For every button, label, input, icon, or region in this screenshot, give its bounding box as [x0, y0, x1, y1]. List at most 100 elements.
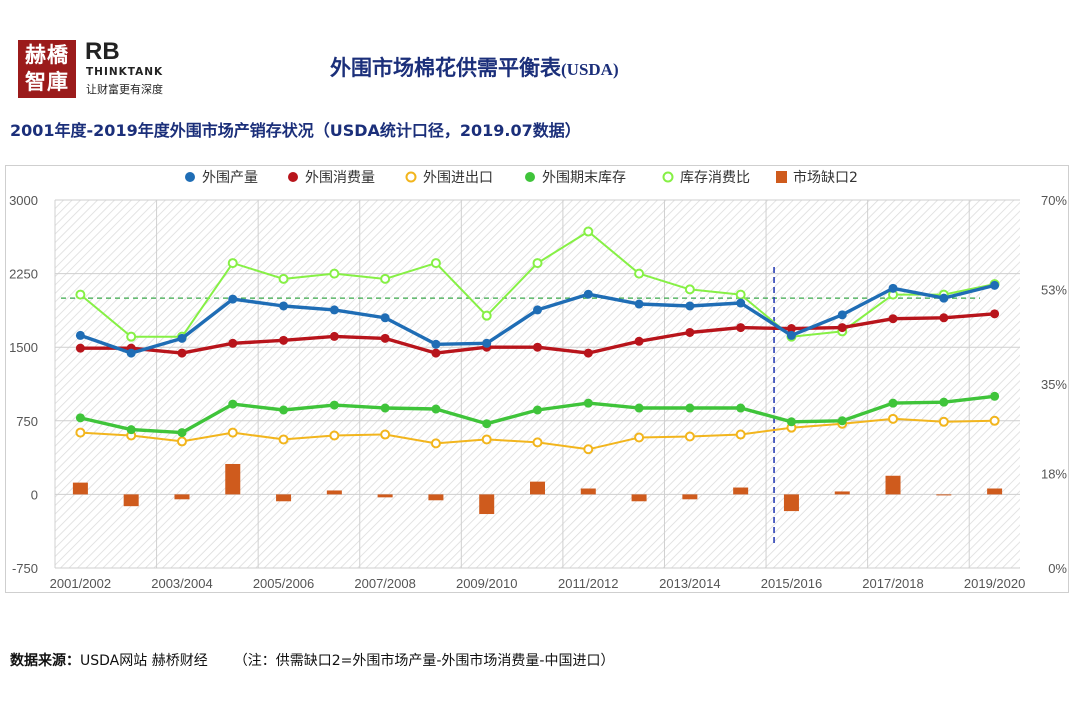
series-point: [837, 323, 847, 333]
y-left-tick-label: 1500: [9, 340, 38, 355]
y-left-tick-label: -750: [12, 561, 38, 576]
legend-label: 外围消费量: [305, 170, 375, 186]
series-point: [177, 348, 187, 358]
series-point: [736, 323, 746, 333]
series-point: [380, 403, 390, 413]
series-point: [583, 226, 594, 237]
bar-market-gap: [225, 463, 241, 495]
series-point: [583, 444, 594, 455]
x-tick-label: 2005/2006: [253, 576, 314, 591]
series-point: [75, 330, 85, 340]
y-right-tick-label: 18%: [1041, 466, 1067, 481]
series-point: [837, 310, 847, 320]
y-left-tick-label: 3000: [9, 193, 38, 208]
series-point: [634, 432, 645, 443]
title-main: 外围市场棉花供需平衡表: [330, 56, 561, 80]
series-point: [279, 405, 289, 415]
series-point: [583, 289, 593, 299]
bar-market-gap: [276, 494, 292, 502]
y-right-tick-label: 35%: [1041, 377, 1067, 392]
legend-swatch: [662, 171, 674, 183]
series-point: [989, 415, 1000, 426]
series-point: [278, 273, 289, 284]
y-left-tick-label: 750: [16, 414, 38, 429]
legend-swatch: [288, 172, 298, 182]
series-point: [177, 428, 187, 438]
logo-seal-bottom: 智庫: [25, 70, 69, 94]
logo-slogan: 让财富更有深度: [86, 83, 163, 96]
series-point: [634, 268, 645, 279]
footer-note: （注：供需缺口2=外围市场产量-外围市场消费量-中国进口）: [233, 653, 615, 669]
title-suffix: (USDA): [561, 60, 619, 79]
series-point: [482, 419, 492, 429]
series-point: [481, 434, 492, 445]
x-tick-label: 2013/2014: [659, 576, 720, 591]
series-point: [684, 284, 695, 295]
bar-market-gap: [428, 494, 444, 501]
series-point: [735, 289, 746, 300]
source-label: 数据来源：: [10, 653, 80, 669]
series-point: [634, 299, 644, 309]
series-point: [634, 403, 644, 413]
logo-seal-top: 赫橋: [25, 43, 69, 67]
bar-market-gap: [580, 488, 596, 495]
series-point: [685, 327, 695, 337]
series-point: [685, 403, 695, 413]
series-point: [227, 258, 238, 269]
x-tick-label: 2019/2020: [964, 576, 1025, 591]
bar-market-gap: [682, 494, 698, 500]
series-point: [482, 338, 492, 348]
bar-market-gap: [733, 487, 749, 495]
series-point: [431, 348, 441, 358]
y-right-tick-label: 70%: [1041, 193, 1067, 208]
legend-label: 外围期末库存: [542, 170, 626, 186]
legend-label: 外围进出口: [423, 170, 493, 186]
chart-subtitle: 2001年度-2019年度外围市场产销存状况（USDA统计口径，2019.07数…: [10, 121, 581, 140]
series-point: [583, 348, 593, 358]
series-point: [939, 293, 949, 303]
series-point: [228, 399, 238, 409]
source-text: USDA网站 赫桥财经: [80, 653, 208, 669]
series-point: [888, 283, 898, 293]
legend-swatch: [776, 171, 787, 183]
series-point: [380, 313, 390, 323]
series-point: [75, 343, 85, 353]
series-point: [786, 324, 796, 334]
series-point: [380, 333, 390, 343]
x-tick-label: 2007/2008: [354, 576, 415, 591]
series-point: [75, 413, 85, 423]
series-point: [736, 298, 746, 308]
bar-market-gap: [123, 494, 139, 507]
series-point: [837, 416, 847, 426]
series-point: [634, 336, 644, 346]
footer: 数据来源：USDA网站 赫桥财经 （注：供需缺口2=外围市场产量-外围市场消费量-…: [10, 650, 614, 670]
plot-area: [55, 200, 1020, 568]
logo-seal: 赫橋 智庫: [18, 40, 76, 98]
x-tick-label: 2011/2012: [558, 576, 619, 591]
series-point: [176, 436, 187, 447]
series-point: [75, 289, 86, 300]
bar-market-gap: [987, 488, 1003, 495]
series-point: [278, 434, 289, 445]
series-point: [786, 330, 796, 340]
series-point: [533, 305, 542, 315]
series-point: [685, 301, 695, 311]
series-point: [583, 398, 593, 408]
bar-market-gap: [783, 494, 799, 512]
bar-market-gap: [377, 494, 393, 498]
legend-swatch: [405, 171, 417, 183]
series-point: [533, 342, 542, 352]
legend-label: 外围产量: [202, 170, 258, 186]
series-point: [888, 398, 898, 408]
series-point: [532, 437, 543, 448]
series-point: [75, 427, 86, 438]
series-point: [990, 280, 1000, 290]
logo-brand: RB: [85, 38, 120, 65]
bar-market-gap: [885, 475, 901, 495]
logo: 赫橋 智庫 RB THINKTANK 让财富更有深度: [18, 38, 188, 98]
y-left-tick-label: 0: [31, 487, 38, 502]
series-point: [990, 391, 1000, 401]
series-point: [126, 425, 136, 435]
legend-swatch: [185, 172, 195, 182]
bar-market-gap: [174, 494, 190, 500]
